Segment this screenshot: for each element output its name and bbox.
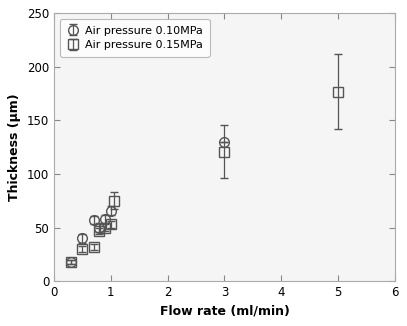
Legend: Air pressure 0.10MPa, Air pressure 0.15MPa: Air pressure 0.10MPa, Air pressure 0.15M… bbox=[59, 19, 210, 57]
Y-axis label: Thickness (μm): Thickness (μm) bbox=[8, 94, 21, 201]
X-axis label: Flow rate (ml/min): Flow rate (ml/min) bbox=[160, 305, 289, 318]
